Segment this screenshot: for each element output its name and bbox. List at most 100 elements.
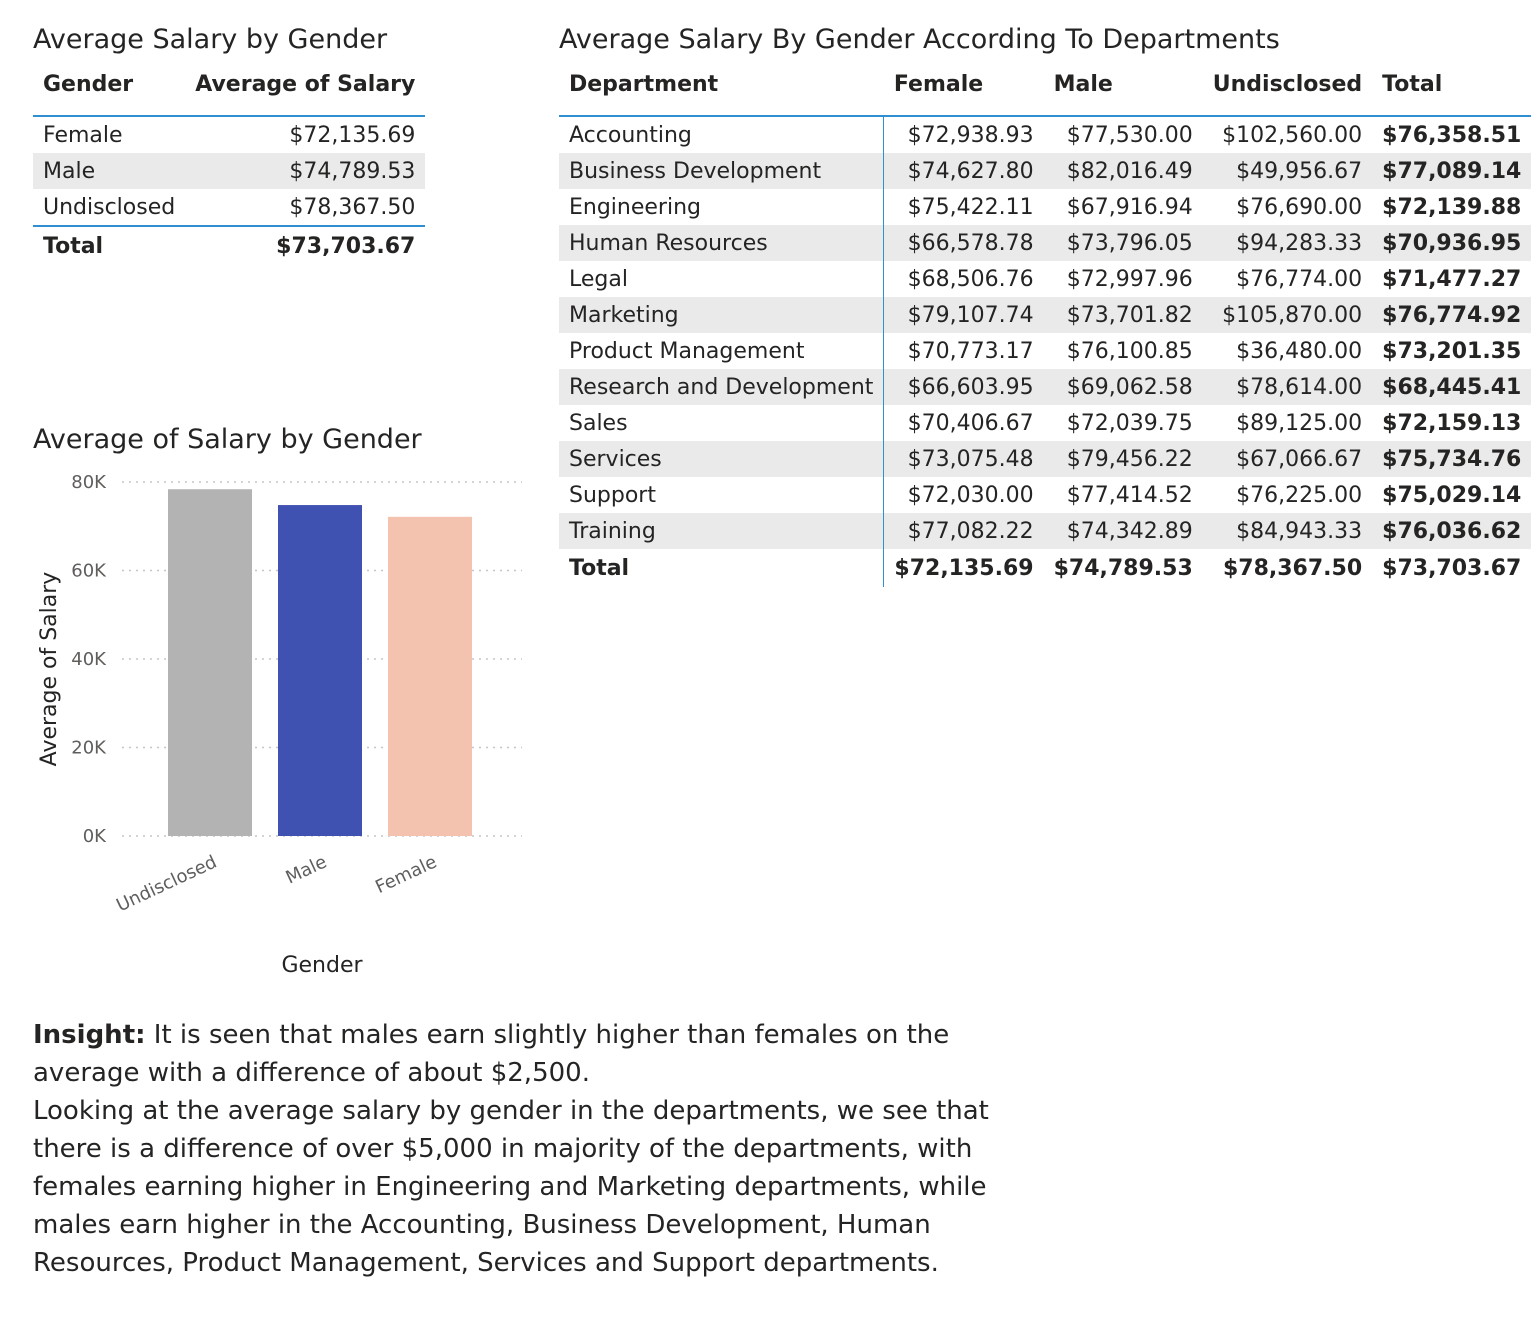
female-cell: $72,938.93 [907,122,1034,148]
table-row[interactable]: Female $72,135.69 [33,116,425,153]
header-undisclosed[interactable]: Undisclosed [1212,71,1363,97]
undisclosed-cell: $76,774.00 [1236,266,1363,292]
female-cell: $77,082.22 [883,513,1044,549]
insight-line2: Looking at the average salary by gender … [33,1096,989,1278]
department-gender-salary-table: Department Female Male Undisclosed Total… [559,53,1532,587]
gender-salary-table: Gender Average of Salary Female $72,135.6… [33,53,426,265]
table-row[interactable]: Accounting $72,938.93 $77,530.00 $102,560.0… [559,116,1531,153]
undisclosed-cell: $102,560.00 [1222,122,1363,148]
male-cell: $82,016.49 [1043,153,1203,189]
female-cell: $73,075.48 [883,441,1044,477]
total-cell: $70,936.95 [1372,225,1532,261]
undisclosed-cell: $67,066.67 [1202,441,1373,477]
male-cell: $67,916.94 [1066,194,1193,220]
table-row[interactable]: Product Management $70,773.17 $76,100.85 $3… [559,333,1531,369]
bar-undisclosed[interactable] [168,489,252,836]
dept-cell: Services [559,441,885,477]
table1-title: Average Salary by Gender [33,24,388,55]
gender-cell: Female [43,122,123,148]
table-header-row: Department Female Male Undisclosed Total [559,53,1532,116]
male-cell: $69,062.58 [1043,369,1203,405]
insight-line1: It is seen that males earn slightly high… [33,1020,950,1088]
dept-cell: Training [559,513,885,549]
female-cell: $79,107.74 [883,297,1044,333]
male-cell: $77,414.52 [1066,482,1193,508]
salary-cell: $78,367.50 [289,194,416,220]
total-salary: $73,703.67 [276,233,416,259]
female-cell: $68,506.76 [907,266,1034,292]
table-row[interactable]: Legal $68,506.76 $72,997.96 $76,774.00 $71,4… [559,261,1531,297]
salary-cell: $74,789.53 [185,153,426,189]
dept-cell: Human Resources [559,225,885,261]
male-cell: $74,789.53 [1053,555,1193,581]
undisclosed-cell: $89,125.00 [1236,410,1363,436]
female-cell: $72,135.69 [894,555,1034,581]
undisclosed-cell: $84,943.33 [1202,513,1373,549]
female-cell: $74,627.80 [883,153,1044,189]
total-row: Total $73,703.67 [33,226,426,265]
dept-cell: Engineering [559,189,885,225]
female-cell: $70,406.67 [907,410,1034,436]
dept-cell: Total [559,549,885,587]
salary-bar-chart: 0K 20K 40K 60K 80K Undisclosed Male Female Gende… [37,472,522,978]
bar-female[interactable] [388,516,472,836]
dept-cell: Business Development [559,153,885,189]
male-cell: $77,530.00 [1066,122,1193,148]
chart-title: Average of Salary by Gender [33,424,422,455]
header-department[interactable]: Department [569,71,719,97]
x-axis-title: Gender [281,953,363,978]
male-cell: $73,701.82 [1043,297,1203,333]
y-tick-label: 20K [71,738,107,759]
female-cell: $66,578.78 [883,225,1044,261]
total-cell: $76,036.62 [1372,513,1532,549]
header-male[interactable]: Male [1053,71,1113,97]
undisclosed-cell: $94,283.33 [1202,225,1373,261]
table-row[interactable]: Services $73,075.48 $79,456.22 $67,066.67 $7… [559,441,1532,477]
total-label: Total [43,233,104,259]
table-row[interactable]: Male $74,789.53 [33,153,426,189]
male-cell: $73,796.05 [1043,225,1203,261]
total-cell: $71,477.27 [1382,266,1522,292]
undisclosed-cell: $105,870.00 [1202,297,1373,333]
table-row[interactable]: Engineering $75,422.11 $67,916.94 $76,690.0… [559,189,1531,225]
dept-cell: Accounting [559,116,885,153]
undisclosed-cell: $78,367.50 [1222,555,1363,581]
table-row[interactable]: Training $77,082.22 $74,342.89 $84,943.33 $7… [559,513,1532,549]
table-row[interactable]: Marketing $79,107.74 $73,701.82 $105,870.00… [559,297,1532,333]
table-row[interactable]: Business Development $74,627.80 $82,016.49… [559,153,1532,189]
total-cell: $68,445.41 [1372,369,1532,405]
undisclosed-cell: $49,956.67 [1202,153,1373,189]
dept-cell: Marketing [559,297,885,333]
table-row[interactable]: Support $72,030.00 $77,414.52 $76,225.00 $75… [559,477,1531,513]
total-cell: $76,358.51 [1382,122,1522,148]
header-gender[interactable]: Gender [43,71,134,97]
table-row[interactable]: Human Resources $66,578.78 $73,796.05 $94,2… [559,225,1532,261]
female-cell: $66,603.95 [883,369,1044,405]
gender-cell: Male [33,153,186,189]
y-tick-label: 60K [71,561,107,582]
bar-male[interactable] [278,505,362,836]
male-cell: $72,997.96 [1066,266,1193,292]
dept-cell: Sales [559,405,885,441]
total-cell: $77,089.14 [1372,153,1532,189]
dept-cell: Research and Development [559,369,885,405]
female-cell: $70,773.17 [907,338,1034,364]
table-row[interactable]: Research and Development $66,603.95 $69,06… [559,369,1532,405]
header-total[interactable]: Total [1382,71,1443,97]
female-cell: $75,422.11 [907,194,1034,220]
header-female[interactable]: Female [893,71,984,97]
total-cell: $72,139.88 [1382,194,1522,220]
table-row[interactable]: Undisclosed $78,367.50 [33,189,425,226]
table-row[interactable]: Sales $70,406.67 $72,039.75 $89,125.00 $72,1… [559,405,1531,441]
undisclosed-cell: $78,614.00 [1202,369,1373,405]
undisclosed-cell: $76,690.00 [1236,194,1363,220]
y-tick-label: 80K [71,472,107,493]
gender-cell: Undisclosed [43,194,176,220]
y-axis-title: Average of Salary [37,572,62,767]
dept-cell: Legal [559,261,885,297]
header-average-salary[interactable]: Average of Salary [195,71,416,97]
x-tick-label: Undisclosed [113,851,220,916]
total-cell: $72,159.13 [1382,410,1522,436]
insight-label: Insight: [33,1020,146,1050]
male-cell: $74,342.89 [1043,513,1203,549]
